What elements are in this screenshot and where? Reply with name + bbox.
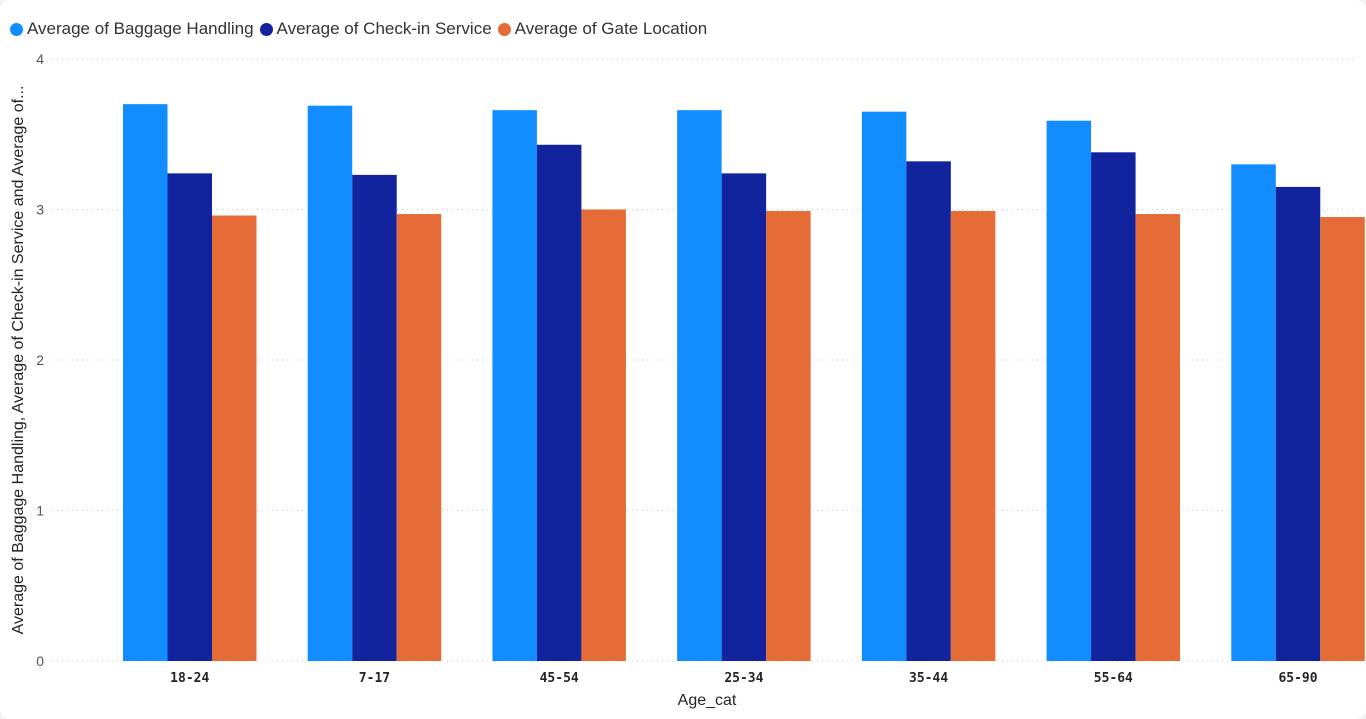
bar-18-24-series-1[interactable] <box>167 173 213 661</box>
y-tick-label: 0 <box>36 653 44 669</box>
x-tick-label: 25-34 <box>724 671 763 686</box>
y-tick-label: 1 <box>36 503 44 519</box>
bar-25-34-series-2[interactable] <box>766 211 811 661</box>
bar-55-64-series-0[interactable] <box>1046 120 1092 661</box>
y-tick-label: 3 <box>36 202 44 218</box>
bar-45-54-series-0[interactable] <box>492 110 537 662</box>
legend-item-gate-location[interactable]: Average of Gate Location <box>497 19 708 39</box>
legend-label: Average of Baggage Handling <box>27 19 254 38</box>
bar-25-34-series-0[interactable] <box>677 110 722 662</box>
bar-65-90-series-2[interactable] <box>1320 217 1365 661</box>
bar-55-64-series-2[interactable] <box>1135 214 1181 661</box>
bar-7-17-series-1[interactable] <box>352 174 397 661</box>
x-axis-title: Age_cat <box>678 692 737 709</box>
legend-marker-check-in-service <box>259 22 273 36</box>
y-axis-ticks: 0 1 2 3 4 <box>36 51 44 669</box>
bar-45-54-series-2[interactable] <box>581 209 626 662</box>
bar-65-90-series-1[interactable] <box>1275 186 1321 662</box>
bar-7-17-series-0[interactable] <box>307 105 353 661</box>
y-tick-label: 4 <box>36 51 44 67</box>
bar-45-54-series-1[interactable] <box>536 144 582 661</box>
legend-item-baggage-handling[interactable]: Average of Baggage Handling <box>10 19 254 39</box>
x-tick-label: 65-90 <box>1278 671 1317 686</box>
bar-35-44-series-1[interactable] <box>906 161 951 661</box>
chart-legend: Average of Baggage Handling Average of C… <box>10 18 713 40</box>
x-tick-label: 35-44 <box>909 671 948 686</box>
legend-marker-baggage-handling <box>10 22 23 36</box>
legend-label: Average of Gate Location <box>514 19 708 38</box>
y-axis-title: Average of Baggage Handling, Average of … <box>10 86 27 635</box>
legend-label: Average of Check-in Service <box>276 19 492 38</box>
x-axis-ticks: 18-24 7-17 45-54 25-34 35-44 55-64 65-90 <box>170 671 1318 686</box>
x-tick-label: 55-64 <box>1094 671 1133 686</box>
bar-65-90-series-0[interactable] <box>1231 164 1276 661</box>
legend-item-check-in-service[interactable]: Average of Check-in Service <box>259 19 492 39</box>
bar-18-24-series-0[interactable] <box>123 104 168 661</box>
bar-35-44-series-0[interactable] <box>861 111 907 662</box>
x-tick-label: 45-54 <box>540 671 579 686</box>
bar-35-44-series-2[interactable] <box>950 211 996 661</box>
bar-55-64-series-1[interactable] <box>1091 152 1136 661</box>
bar-7-17-series-2[interactable] <box>396 214 442 661</box>
bar-25-34-series-1[interactable] <box>721 173 767 661</box>
bar-18-24-series-2[interactable] <box>212 215 257 661</box>
x-tick-label: 18-24 <box>170 671 209 686</box>
bars <box>123 104 1365 662</box>
y-tick-label: 2 <box>36 352 44 368</box>
legend-marker-gate-location <box>497 22 511 36</box>
x-tick-label: 7-17 <box>359 671 390 686</box>
